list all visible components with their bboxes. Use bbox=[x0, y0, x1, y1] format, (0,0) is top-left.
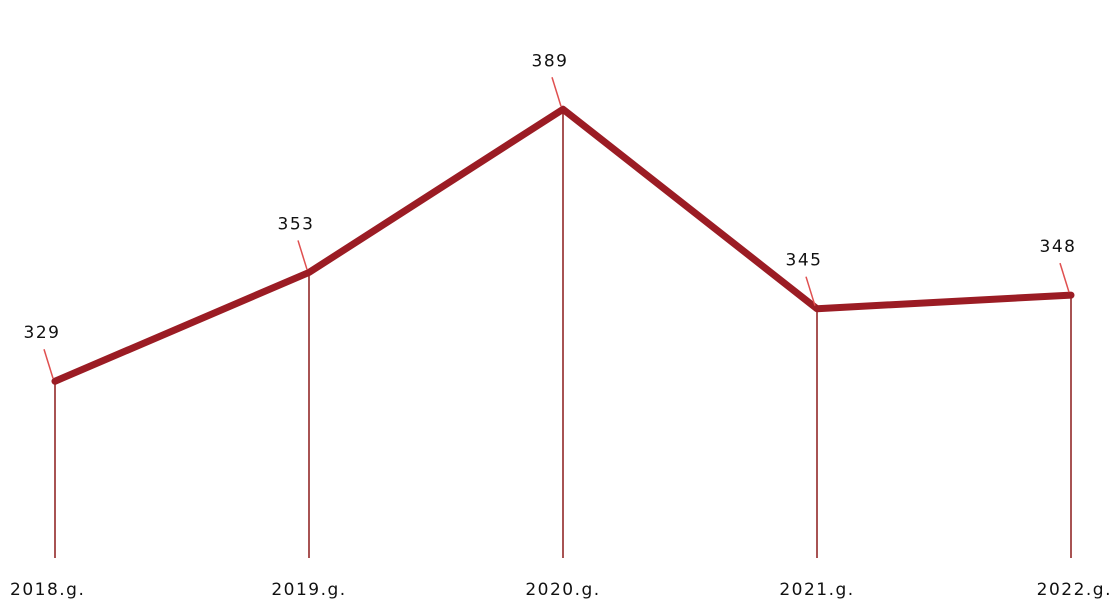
x-tick-label: 2020.g. bbox=[525, 580, 600, 600]
label-leader bbox=[43, 349, 54, 379]
label-leader bbox=[805, 276, 816, 306]
label-leader bbox=[551, 77, 562, 107]
data-label: 345 bbox=[786, 251, 823, 271]
x-tick-label: 2022.g. bbox=[1037, 580, 1112, 600]
x-tick-label: 2019.g. bbox=[271, 580, 346, 600]
x-tick-label: 2018.g. bbox=[10, 580, 85, 600]
data-label: 329 bbox=[24, 323, 61, 343]
data-line bbox=[51, 105, 1075, 385]
data-label: 348 bbox=[1040, 237, 1077, 257]
x-tick-label: 2021.g. bbox=[779, 580, 854, 600]
label-leader bbox=[297, 240, 308, 270]
data-label: 389 bbox=[532, 51, 569, 71]
label-leader bbox=[1059, 262, 1070, 293]
data-label: 353 bbox=[278, 214, 315, 234]
